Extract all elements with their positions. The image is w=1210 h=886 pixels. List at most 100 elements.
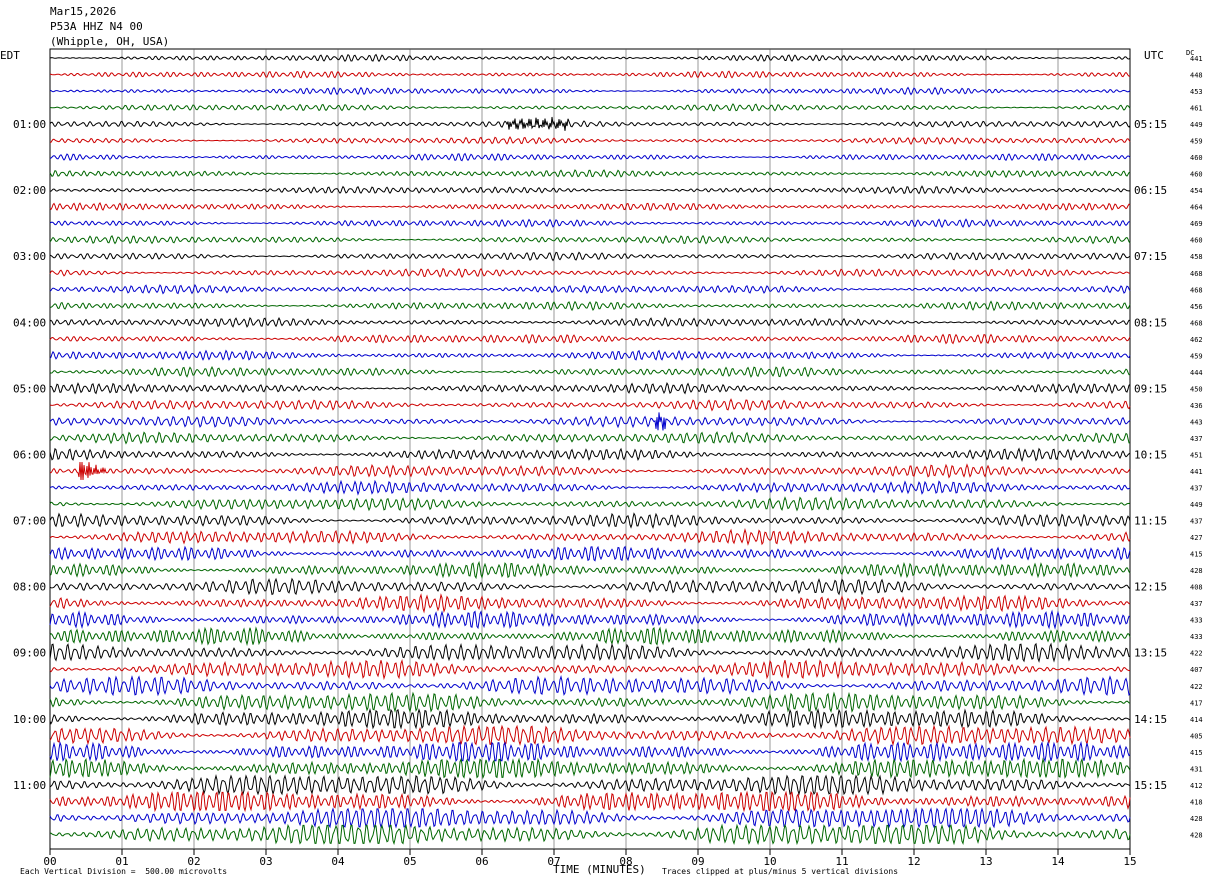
right-hour-label: 10:15 (1134, 448, 1167, 461)
seismic-trace (49, 267, 1131, 278)
right-hour-label: 13:15 (1134, 647, 1167, 660)
dc-offset-label: 436 (1190, 402, 1203, 410)
vertical-division-note: Each Vertical Division = 500.00 microvol… (20, 867, 228, 876)
seismic-trace (49, 659, 1131, 681)
seismic-trace (49, 169, 1131, 179)
x-tick-label: 05 (403, 855, 416, 868)
seismic-trace (49, 53, 1131, 63)
dc-offset-label: 454 (1190, 187, 1203, 195)
dc-offset-label: 456 (1190, 303, 1203, 311)
seismic-trace (49, 790, 1131, 813)
seismic-trace (49, 560, 1131, 580)
dc-offset-label: 422 (1190, 650, 1203, 658)
x-tick-label: 12 (907, 855, 920, 868)
dc-offset-label: 448 (1190, 72, 1203, 80)
dc-offset-label: 433 (1190, 633, 1203, 641)
seismic-trace (49, 218, 1131, 229)
dc-offset-label: 450 (1190, 385, 1203, 393)
seismic-trace (49, 642, 1131, 663)
seismic-trace (49, 757, 1131, 780)
dc-offset-label: 459 (1190, 352, 1203, 360)
dc-offset-label: 427 (1190, 534, 1203, 542)
seismic-trace (49, 103, 1131, 112)
dc-offset-label: 443 (1190, 418, 1203, 426)
dc-offset-label: 422 (1190, 683, 1203, 691)
dc-offset-label: 408 (1190, 584, 1203, 592)
right-hour-label: 08:15 (1134, 316, 1167, 329)
seismic-trace (49, 740, 1131, 763)
dc-offset-label: 462 (1190, 336, 1203, 344)
left-hour-label: 10:00 (13, 713, 46, 726)
dc-offset-label: 405 (1190, 732, 1203, 740)
seismic-trace (49, 512, 1131, 529)
seismic-trace (49, 284, 1131, 295)
right-hour-label: 06:15 (1134, 184, 1167, 197)
dc-offset-label: 444 (1190, 369, 1203, 377)
x-tick-label: 03 (259, 855, 272, 868)
dc-offset-label: 449 (1190, 121, 1203, 129)
x-tick-label: 14 (1051, 855, 1065, 868)
left-hour-label: 04:00 (13, 316, 46, 329)
left-hour-label: 02:00 (13, 184, 46, 197)
x-tick-label: 07 (547, 855, 560, 868)
right-hour-label: 05:15 (1134, 118, 1167, 131)
seismic-trace (49, 70, 1131, 79)
tz-right-label: UTC (1144, 49, 1164, 62)
x-tick-label: 04 (331, 855, 345, 868)
left-hour-label: 08:00 (13, 581, 46, 594)
dc-offset-label: 417 (1190, 699, 1203, 707)
left-hour-label: 06:00 (13, 448, 46, 461)
seismic-trace (49, 577, 1131, 596)
seismic-trace (49, 773, 1131, 796)
seismic-trace (49, 349, 1131, 361)
right-hour-label: 12:15 (1134, 581, 1167, 594)
dc-offset-label: 412 (1190, 782, 1203, 790)
dc-offset-label: 433 (1190, 617, 1203, 625)
x-tick-label: 00 (43, 855, 56, 868)
x-tick-label: 15 (1123, 855, 1136, 868)
x-tick-label: 06 (475, 855, 488, 868)
x-tick-label: 01 (115, 855, 128, 868)
dc-offset-label: 468 (1190, 319, 1203, 327)
right-hour-label: 15:15 (1134, 779, 1167, 792)
seismic-trace (49, 116, 1131, 131)
seismic-trace (49, 185, 1131, 195)
left-hour-label: 07:00 (13, 515, 46, 528)
dc-offset-label: 460 (1190, 154, 1203, 162)
dc-offset-label: 437 (1190, 600, 1203, 608)
x-tick-label: 09 (691, 855, 704, 868)
seismic-trace (49, 807, 1131, 829)
dc-offset-label: 441 (1190, 468, 1203, 476)
x-tick-label: 02 (187, 855, 200, 868)
seismic-trace (49, 202, 1131, 212)
seismic-trace (49, 545, 1131, 562)
dc-offset-label: 415 (1190, 551, 1203, 559)
seismic-trace (49, 479, 1131, 496)
dc-offset-label: 469 (1190, 220, 1203, 228)
seismic-trace (49, 333, 1131, 345)
seismic-trace (49, 691, 1131, 714)
seismic-trace (49, 234, 1131, 245)
right-hour-label: 07:15 (1134, 250, 1167, 263)
dc-offset-label: 468 (1190, 270, 1203, 278)
dc-offset-label: 428 (1190, 567, 1203, 575)
dc-offset-label: 468 (1190, 286, 1203, 294)
seismic-trace (49, 300, 1131, 312)
dc-offset-label: 460 (1190, 237, 1203, 245)
tz-left-label: EDT (0, 49, 20, 62)
left-hour-label: 05:00 (13, 382, 46, 395)
left-hour-label: 11:00 (13, 779, 46, 792)
dc-offset-label: 461 (1190, 105, 1203, 113)
dc-offset-label: 451 (1190, 451, 1203, 459)
seismic-trace (49, 724, 1131, 747)
x-tick-label: 13 (979, 855, 992, 868)
header-location: (Whipple, OH, USA) (50, 35, 170, 48)
seismic-trace (49, 398, 1131, 412)
dc-offset-label: 414 (1190, 716, 1203, 724)
right-hour-label: 09:15 (1134, 382, 1167, 395)
x-tick-label: 08 (619, 855, 632, 868)
dc-offset-label: 458 (1190, 253, 1203, 261)
right-hour-label: 11:15 (1134, 515, 1167, 528)
header-station: P53A HHZ N4 00 (50, 20, 143, 33)
